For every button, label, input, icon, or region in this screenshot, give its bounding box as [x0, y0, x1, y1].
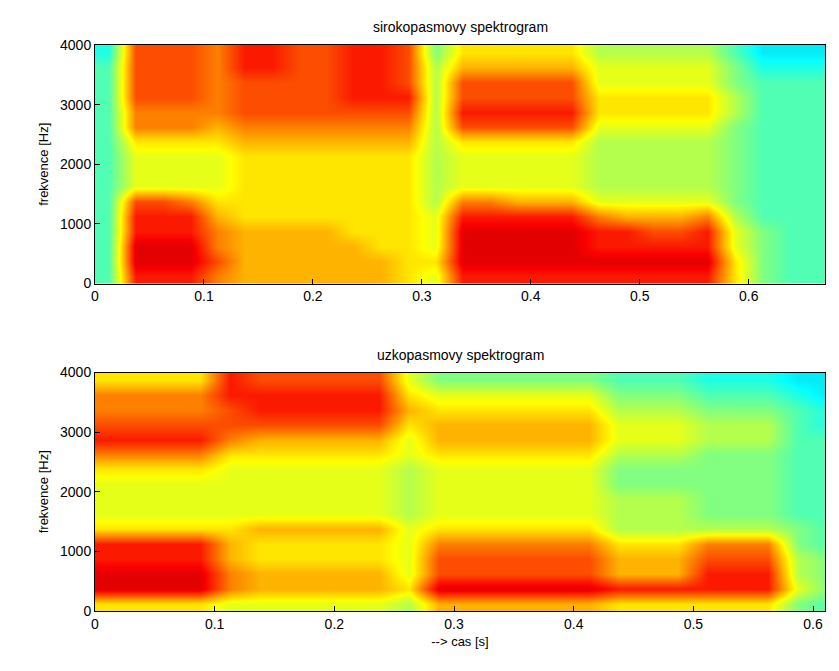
svg-text:1000: 1000 — [60, 216, 91, 232]
svg-text:0: 0 — [83, 603, 91, 619]
svg-text:4000: 4000 — [60, 364, 91, 380]
svg-text:4000: 4000 — [60, 37, 91, 53]
svg-text:uzkopasmovy spektrogram: uzkopasmovy spektrogram — [377, 347, 544, 363]
svg-text:0.5: 0.5 — [630, 288, 650, 304]
svg-text:0.3: 0.3 — [412, 288, 432, 304]
svg-text:0.4: 0.4 — [564, 616, 584, 632]
svg-text:frekvence [Hz]: frekvence [Hz] — [36, 450, 51, 533]
svg-text:1000: 1000 — [60, 543, 91, 559]
svg-text:0.5: 0.5 — [684, 616, 704, 632]
svg-text:0.6: 0.6 — [739, 288, 759, 304]
svg-text:0.6: 0.6 — [803, 616, 823, 632]
svg-text:0.2: 0.2 — [325, 616, 345, 632]
svg-text:0: 0 — [91, 288, 99, 304]
svg-text:3000: 3000 — [60, 97, 91, 113]
svg-text:2000: 2000 — [60, 156, 91, 172]
svg-text:0.1: 0.1 — [194, 288, 214, 304]
svg-text:--> cas [s]: --> cas [s] — [431, 634, 488, 649]
svg-text:0: 0 — [91, 616, 99, 632]
svg-text:0: 0 — [83, 275, 91, 291]
svg-text:0.2: 0.2 — [303, 288, 323, 304]
svg-text:frekvence [Hz]: frekvence [Hz] — [36, 123, 51, 206]
svg-text:3000: 3000 — [60, 424, 91, 440]
svg-text:sirokopasmovy spektrogram: sirokopasmovy spektrogram — [373, 19, 548, 35]
svg-text:0.3: 0.3 — [444, 616, 464, 632]
svg-text:2000: 2000 — [60, 484, 91, 500]
svg-text:0.1: 0.1 — [205, 616, 225, 632]
svg-text:0.4: 0.4 — [521, 288, 541, 304]
